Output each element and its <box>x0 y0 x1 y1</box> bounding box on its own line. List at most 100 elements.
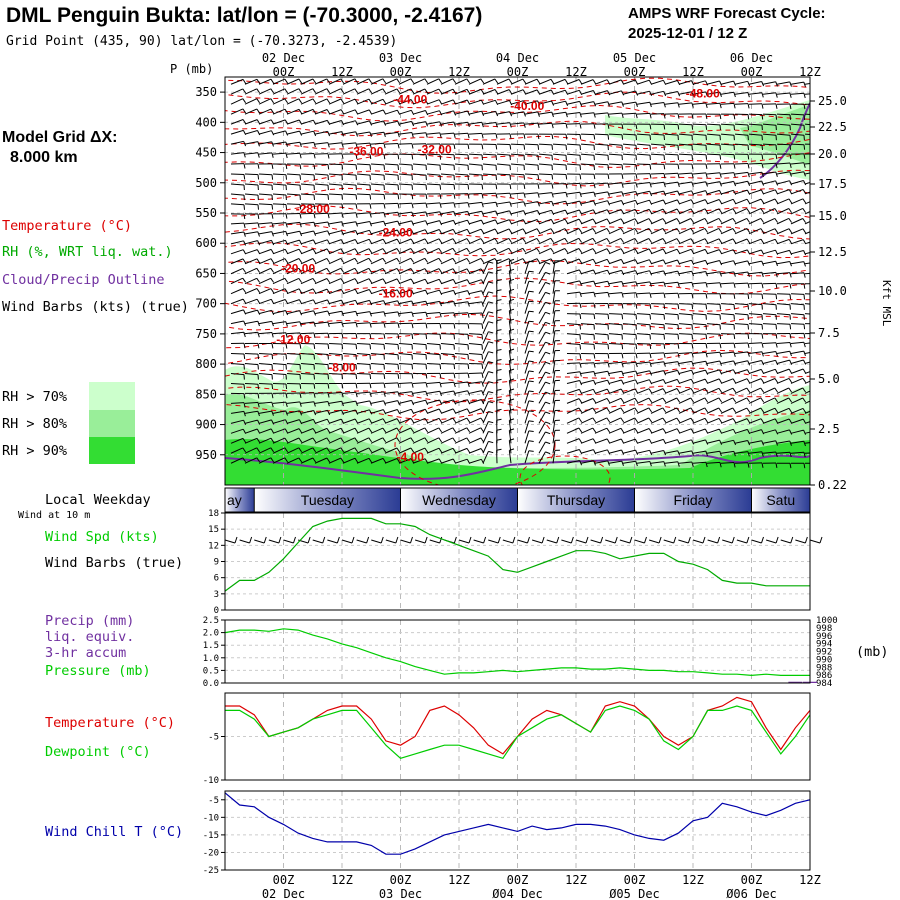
wind-barb <box>748 360 765 366</box>
wind-barb <box>286 321 302 327</box>
wind-barb <box>776 451 792 458</box>
wind-barb <box>314 203 330 210</box>
wind-barb <box>706 260 723 266</box>
wind-barb <box>552 280 560 294</box>
wind-barb <box>328 457 345 464</box>
wind-barb <box>314 288 331 295</box>
wind-barb <box>482 311 494 324</box>
wind-barb <box>510 111 526 117</box>
wind-barb <box>286 353 301 360</box>
wind-barb <box>370 88 387 95</box>
wind-barb <box>412 322 428 329</box>
wind-barb <box>328 153 344 159</box>
wind-barb <box>272 248 289 255</box>
wind-barb <box>482 301 494 314</box>
wind-barb <box>300 153 316 159</box>
wind-barb <box>356 173 371 181</box>
wind-barb <box>468 132 484 139</box>
wind-barb <box>636 218 653 225</box>
wind-barb <box>314 257 331 265</box>
wind-barb <box>552 439 560 454</box>
wind-barb <box>650 343 666 349</box>
wind-barb <box>230 119 247 125</box>
wind-barb <box>636 248 653 255</box>
wind-barb <box>286 230 303 237</box>
wind-barb <box>426 121 442 127</box>
wind-barb <box>508 318 515 334</box>
wind-barb <box>622 191 638 197</box>
wind-barb <box>790 123 805 131</box>
weekday-bar: ay Tuesday Wednesday Thursday Friday Satu <box>224 487 811 513</box>
wind-barb <box>328 409 345 415</box>
wind-barb <box>314 427 331 434</box>
wind-barb <box>706 360 722 366</box>
wind-barb <box>244 382 259 390</box>
wind-barb <box>734 153 750 160</box>
wind-barb <box>370 98 387 105</box>
cross-section-panel: -44.00 -48.00-40.00-36.00 -32.00-28.00-24.… <box>195 76 847 492</box>
wind-barb <box>706 450 722 457</box>
wind-barb <box>566 291 582 298</box>
wind-barb <box>426 372 442 379</box>
wind-barb <box>314 401 330 407</box>
wind-barb <box>328 257 345 265</box>
wind-barb <box>370 78 387 85</box>
isotherm-label: -40.00 <box>510 99 544 113</box>
wind-barb <box>650 370 667 376</box>
wind-barb <box>454 301 470 307</box>
wind-barb <box>538 200 554 207</box>
precip-bar <box>788 681 803 683</box>
wind-barb <box>650 163 666 170</box>
wind-barb <box>594 143 609 151</box>
wind-barb <box>370 372 386 379</box>
wind-barb <box>622 270 639 276</box>
wind-barb <box>538 401 551 414</box>
wind-barb <box>398 278 415 285</box>
wind-barb <box>720 228 737 235</box>
wind-barb <box>398 343 413 350</box>
isotherm-label: -36.00 <box>349 144 383 158</box>
wind-barb <box>748 282 764 289</box>
wind-barb <box>508 348 515 364</box>
wind-barb <box>538 163 553 171</box>
wind-barb <box>804 231 810 235</box>
panel-y-tick-label: -15 <box>203 831 219 841</box>
wind-barb <box>692 143 707 151</box>
wind-barb <box>454 290 471 296</box>
bottom-hour-label: 12Z <box>799 873 821 887</box>
wind-barb <box>748 260 765 266</box>
wind-barb <box>482 201 498 208</box>
wind-barb <box>552 370 560 384</box>
wind-barb <box>508 388 515 404</box>
wind-barb <box>804 323 810 325</box>
wind-barb <box>398 238 415 245</box>
wind-barb <box>748 153 764 160</box>
wind-barb <box>524 89 541 95</box>
wind-barb <box>496 173 511 180</box>
top-date-label: 02 Dec <box>262 51 305 65</box>
wind-barb <box>776 143 792 150</box>
wind-barb <box>790 377 807 384</box>
wind-barb <box>370 183 385 191</box>
wind-barb <box>258 277 275 285</box>
legend-pressure: Pressure (mb) <box>45 663 151 679</box>
wind-barb <box>692 450 708 456</box>
wind-barb <box>538 441 551 454</box>
wind-barb <box>538 133 554 140</box>
wind-barb <box>370 173 385 181</box>
wind-barb <box>776 180 793 186</box>
wind-barb <box>622 343 638 350</box>
wind-barb <box>342 288 359 295</box>
wind-barb <box>314 278 331 285</box>
wind-barb <box>356 363 371 370</box>
wind-barb <box>608 237 625 245</box>
wind-barb <box>706 303 721 310</box>
surface-wind-barb <box>575 536 589 544</box>
surface-wind-barb <box>341 536 355 544</box>
wind-barb <box>678 461 694 467</box>
wind-barb <box>790 313 805 320</box>
wind-barb <box>454 132 470 139</box>
wind-barb <box>748 397 765 404</box>
wind-barb <box>678 407 695 414</box>
